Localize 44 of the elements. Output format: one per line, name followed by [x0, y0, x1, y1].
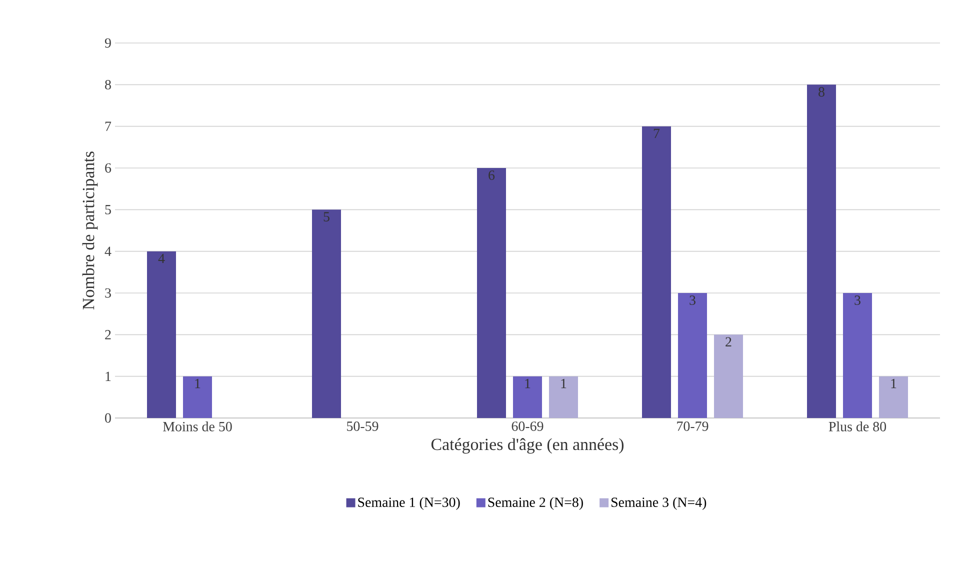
x-tick-label: 60-69 [512, 422, 544, 431]
y-tick-label: 0 [105, 413, 111, 423]
x-axis-title: Catégories d'âge (en années) [431, 438, 624, 454]
y-tick-label: 2 [105, 330, 111, 340]
legend-label: Semaine 1 (N=30) [358, 497, 460, 510]
y-tick-label: 4 [104, 246, 112, 256]
bar [513, 376, 542, 418]
x-tick-label: Moins de 50 [163, 422, 232, 432]
y-axis-title: Nombre de participants [82, 152, 98, 310]
bar [879, 376, 908, 418]
data-label: 3 [854, 296, 860, 305]
data-label: 1 [195, 378, 200, 388]
bar [312, 210, 341, 418]
data-label: 4 [158, 254, 165, 264]
data-label: 2 [726, 337, 732, 346]
bar [807, 84, 836, 418]
bar [549, 376, 578, 418]
bar [147, 251, 176, 418]
x-tick-label: Plus de 80 [828, 422, 886, 432]
y-tick-label: 8 [105, 80, 111, 90]
data-label: 1 [561, 378, 566, 388]
bar [642, 126, 671, 418]
bar [678, 293, 707, 418]
y-tick-label: 7 [105, 122, 112, 131]
x-tick-label: 50-59 [347, 422, 378, 431]
data-label: 7 [654, 128, 660, 138]
bar [843, 293, 872, 418]
data-label: 3 [690, 296, 696, 305]
bar [477, 168, 506, 418]
y-tick-label: 6 [105, 163, 112, 173]
legend-label: Semaine 3 (N=4) [611, 497, 706, 510]
data-label: 1 [525, 378, 530, 388]
y-tick-label: 1 [106, 372, 111, 381]
data-label: 6 [488, 170, 495, 180]
y-tick-label: 9 [104, 38, 111, 48]
data-label: 5 [324, 212, 330, 222]
bar [183, 376, 212, 418]
x-tick-label: 70-79 [677, 422, 708, 431]
data-label: 8 [818, 87, 824, 97]
y-tick-label: 5 [105, 205, 111, 214]
data-label: 1 [891, 378, 896, 388]
bar [714, 334, 744, 418]
y-tick-label: 3 [105, 288, 111, 298]
legend-label: Semaine 2 (N=8) [488, 497, 583, 510]
